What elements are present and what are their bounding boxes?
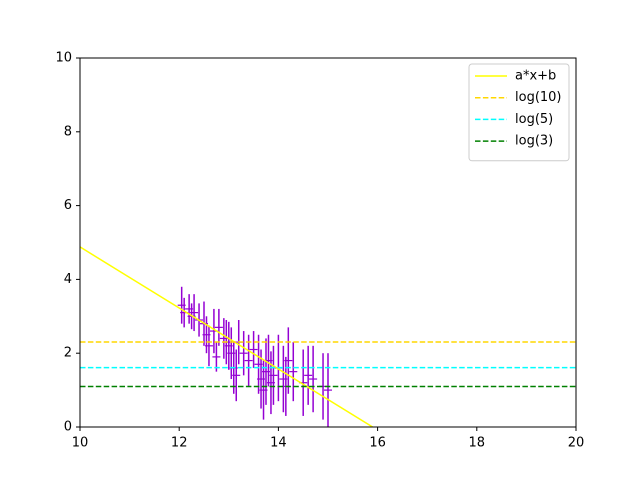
axes-frame [79,57,577,428]
x-tick-label: 12 [171,436,188,451]
fit-line [80,246,374,427]
plot-area [80,246,576,427]
legend-label: a*x+b [515,69,556,84]
x-tick-label: 20 [568,436,585,451]
legend-label: log(3) [515,134,553,149]
y-tick-label: 2 [64,346,72,361]
legend-label: log(10) [515,90,562,105]
x-tick-label: 16 [369,436,386,451]
legend-label: log(5) [515,112,553,127]
y-tick-label: 8 [64,124,72,139]
x-tick-label: 14 [270,436,287,451]
axes: 10 12 14 16 18 20 0 2 4 6 8 10 [55,51,584,451]
legend: a*x+b log(10) log(5) log(3) [468,63,570,162]
y-tick-label: 4 [64,272,72,287]
y-tick-label: 10 [55,51,72,66]
y-tick-label: 6 [64,198,72,213]
x-tick-label: 10 [72,436,89,451]
legend-box [468,63,570,162]
x-tick-label: 18 [469,436,486,451]
y-tick-label: 0 [64,420,72,435]
